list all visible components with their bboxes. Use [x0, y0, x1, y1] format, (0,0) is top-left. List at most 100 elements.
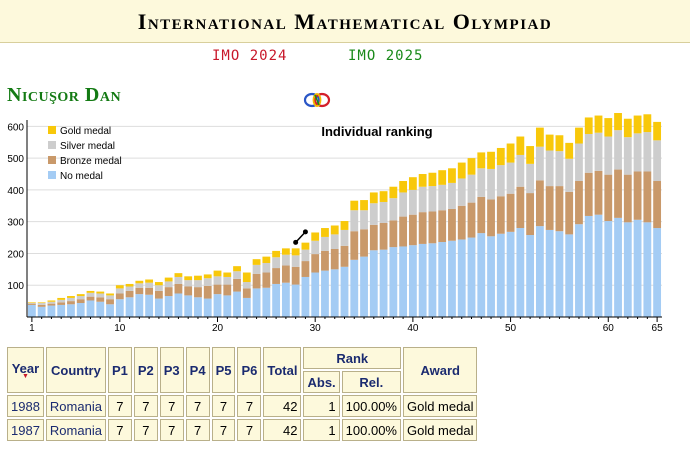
- bar-segment: [213, 270, 222, 277]
- bar-segment: [321, 228, 329, 237]
- sort-arrow-icon: ▼: [21, 372, 29, 380]
- bar-segment: [477, 168, 486, 197]
- bar-segment: [27, 304, 36, 317]
- bar-segment: [242, 288, 251, 298]
- bar-segment: [223, 284, 232, 296]
- col-total[interactable]: Total: [263, 347, 302, 393]
- bar-segment: [281, 254, 290, 266]
- col-rank-rel[interactable]: Rel.: [341, 371, 401, 393]
- bar-segment: [213, 294, 222, 317]
- bar-segment: [369, 192, 378, 204]
- bar-segment: [653, 121, 662, 141]
- highlight-point: [293, 239, 299, 245]
- site-title[interactable]: International Mathematical Olympiad: [0, 9, 690, 35]
- bar-segment: [418, 174, 427, 187]
- col-award[interactable]: Award: [402, 347, 478, 393]
- legend-label: Bronze medal: [60, 156, 122, 167]
- bar-segment: [545, 134, 554, 151]
- bar-segment: [555, 135, 564, 152]
- bar-segment: [555, 231, 564, 317]
- bar-segment: [535, 146, 544, 181]
- legend-label: Silver medal: [60, 141, 115, 152]
- bar-segment: [223, 295, 232, 317]
- y-tick-label: 100: [7, 281, 24, 292]
- bar-segment: [379, 201, 388, 223]
- bar-segment: [477, 152, 486, 169]
- col-p5[interactable]: P5: [211, 347, 236, 393]
- score-p1: 7: [107, 419, 132, 441]
- bar-segment: [135, 294, 144, 317]
- chart-highlight: [293, 229, 308, 245]
- bar-segment: [242, 282, 251, 289]
- bar-segment: [86, 292, 95, 297]
- bar-segment: [379, 191, 388, 202]
- bar-segment: [565, 234, 574, 317]
- results-table: Year ▼ Country P1 P2 P3 P4 P5 P6 Total Ra…: [5, 345, 479, 443]
- bar-segment: [174, 293, 183, 317]
- bar-segment: [418, 212, 427, 244]
- bar-segment: [653, 140, 662, 182]
- bar-segment: [281, 248, 290, 255]
- bar-segment: [47, 301, 56, 304]
- bar-segment: [37, 303, 46, 305]
- bar-segment: [418, 186, 427, 213]
- bar-segment: [623, 118, 632, 138]
- bar-segment: [174, 283, 183, 294]
- bar-segment: [233, 266, 241, 272]
- bar-segment: [145, 294, 154, 317]
- col-p6[interactable]: P6: [237, 347, 262, 393]
- country-link[interactable]: Romania: [49, 398, 102, 414]
- bar-segment: [575, 224, 583, 317]
- bar-segment: [369, 250, 378, 317]
- score-p4: 7: [185, 419, 210, 441]
- col-rank-abs[interactable]: Abs.: [303, 371, 340, 393]
- bar-segment: [457, 239, 466, 317]
- bar-segment: [76, 299, 85, 304]
- bar-segment: [516, 186, 525, 229]
- legend-swatch: [48, 141, 56, 149]
- bar-segment: [360, 210, 368, 230]
- title-word-1: International: [137, 9, 288, 34]
- bar-segment: [291, 255, 300, 267]
- bar-segment: [516, 228, 525, 317]
- bar-segment: [252, 288, 261, 317]
- highlight-point: [302, 229, 308, 235]
- col-p2[interactable]: P2: [133, 347, 158, 393]
- bar-segment: [535, 226, 544, 317]
- bar-segment: [340, 221, 349, 230]
- prev-year-link[interactable]: IMO 2024: [212, 48, 288, 64]
- bar-segment: [448, 240, 456, 317]
- col-country[interactable]: Country: [45, 347, 106, 393]
- award-cell: Gold medal: [402, 419, 478, 441]
- individual-ranking-chart: 100 200 300 400 500 600 1 10 20 30 40 50 60 65 Gold m…: [7, 113, 663, 334]
- bar-segment: [448, 208, 456, 241]
- rank-rel-cell: 100.00%: [341, 419, 401, 441]
- bar-segment: [565, 158, 574, 192]
- bar-segment: [213, 284, 222, 295]
- bar-segment: [184, 286, 193, 296]
- year-link[interactable]: 1987: [11, 422, 40, 438]
- bar-segment: [96, 297, 105, 302]
- bar-segment: [262, 256, 271, 263]
- col-year[interactable]: Year ▼: [7, 347, 44, 393]
- year-navigation: IMO 2024 IMO 2025: [0, 43, 690, 108]
- col-p1[interactable]: P1: [107, 347, 132, 393]
- bar-segment: [57, 304, 66, 317]
- col-p3[interactable]: P3: [159, 347, 184, 393]
- col-p4[interactable]: P4: [185, 347, 210, 393]
- bar-segment: [594, 132, 603, 171]
- bar-segment: [223, 276, 232, 285]
- bar-segment: [487, 151, 495, 169]
- bar-segment: [194, 297, 202, 317]
- bar-segment: [76, 296, 85, 300]
- year-link[interactable]: 1988: [11, 398, 40, 414]
- bar-segment: [516, 136, 525, 155]
- site-header: International Mathematical Olympiad: [0, 0, 690, 43]
- imo-logo-icon[interactable]: [302, 88, 332, 112]
- next-year-link[interactable]: IMO 2025: [348, 48, 424, 64]
- country-link[interactable]: Romania: [49, 422, 102, 438]
- award-cell: Gold medal: [402, 395, 478, 417]
- bar-segment: [575, 181, 583, 225]
- bar-segment: [545, 229, 554, 317]
- bar-segment: [633, 219, 642, 317]
